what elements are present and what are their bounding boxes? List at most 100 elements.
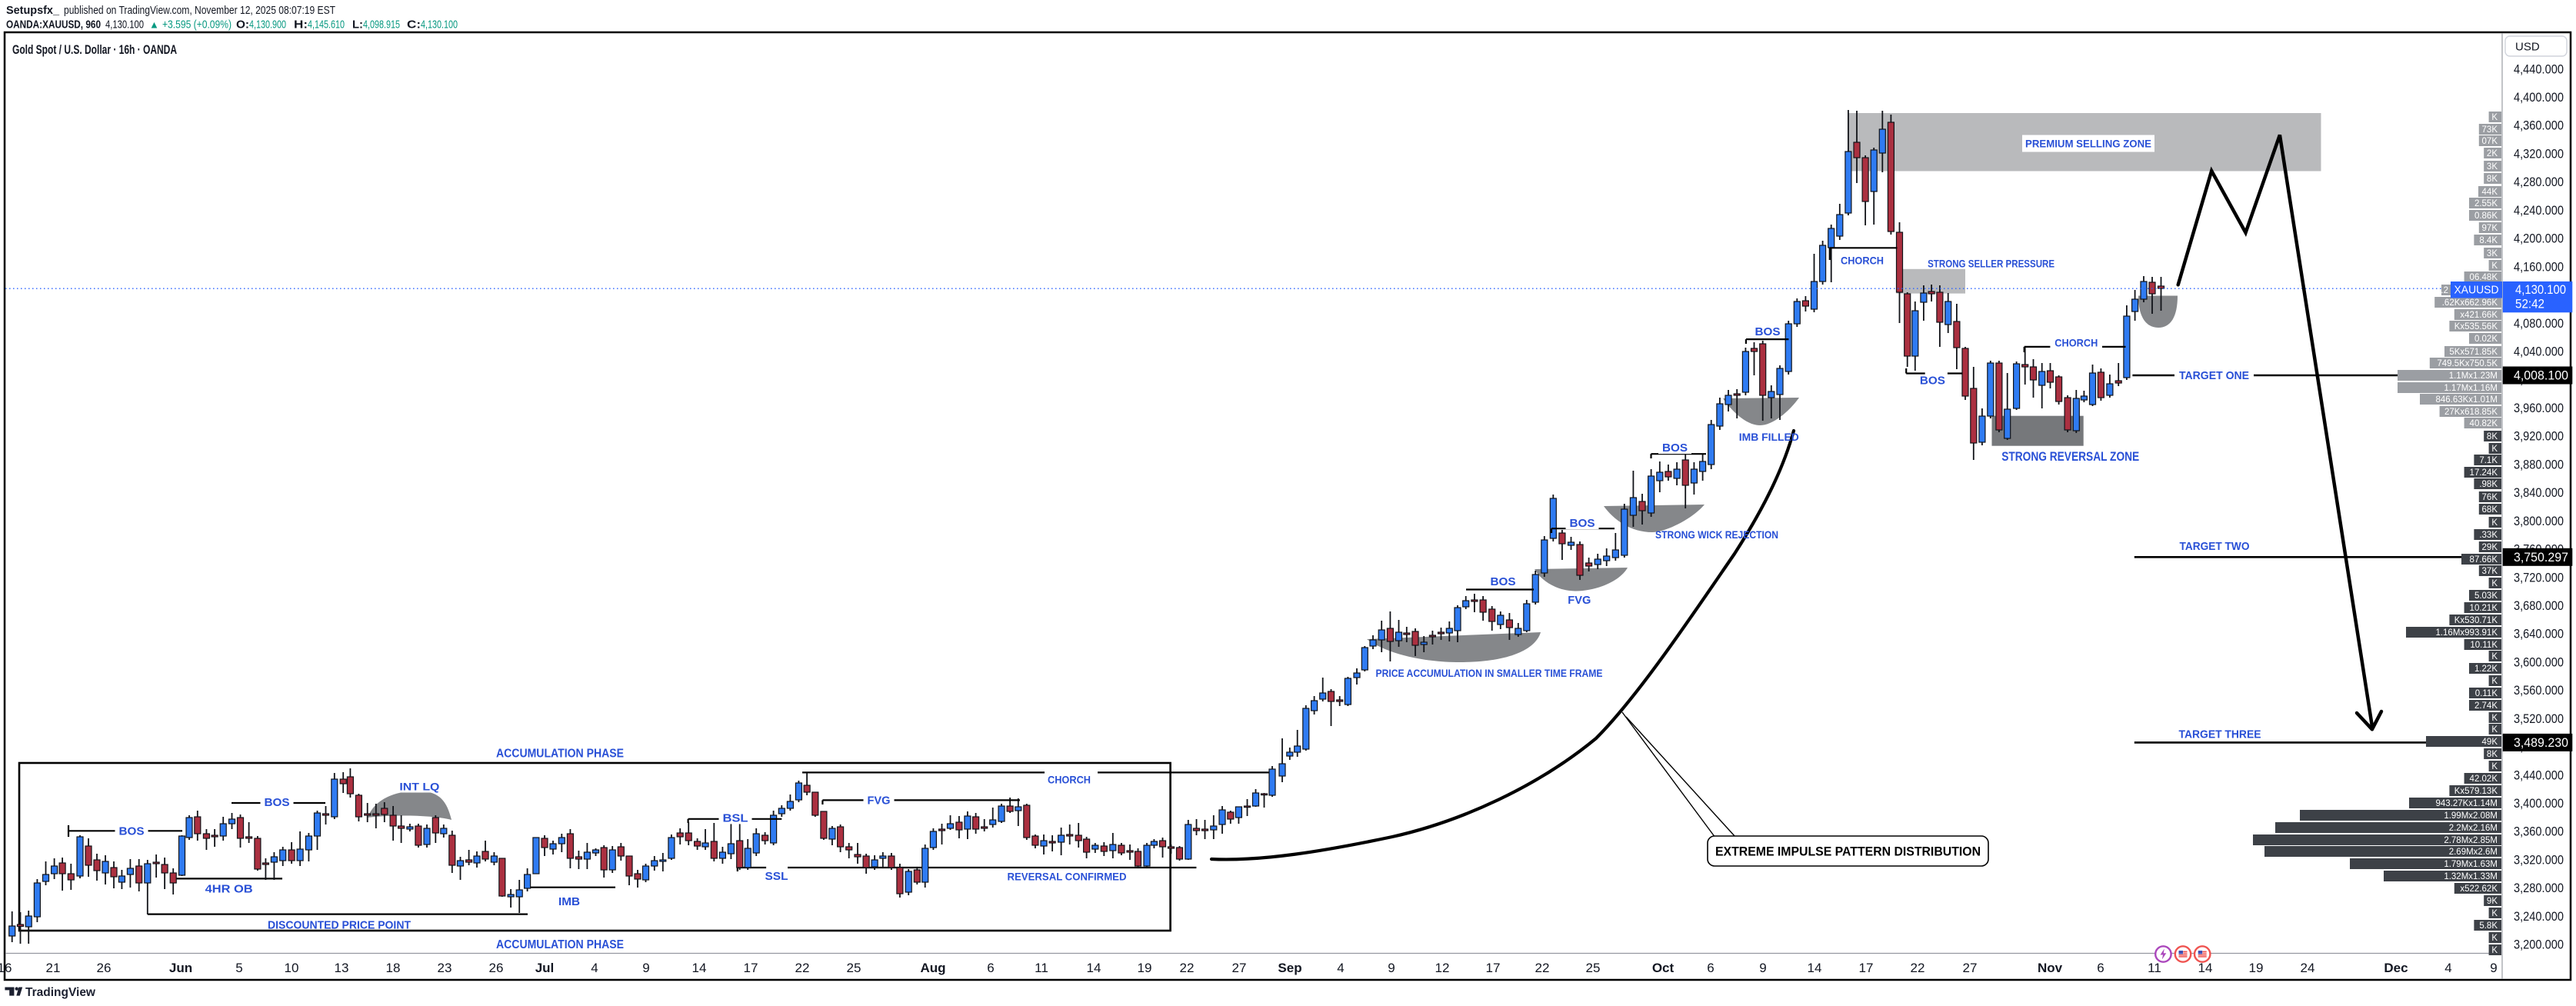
svg-text:3K: 3K — [2487, 162, 2498, 172]
svg-text:H:: H: — [294, 18, 308, 32]
svg-text:4,400.000: 4,400.000 — [2514, 91, 2564, 105]
svg-text:Kx579.13K: Kx579.13K — [2454, 787, 2498, 796]
svg-text:Kx530.71K: Kx530.71K — [2454, 616, 2498, 625]
svg-text:x421.66K: x421.66K — [2460, 311, 2498, 320]
svg-text:4,130.100: 4,130.100 — [2515, 283, 2566, 297]
svg-text:0.86K: 0.86K — [2474, 212, 2498, 221]
svg-text:K: K — [2491, 762, 2498, 771]
svg-text:27: 27 — [1963, 961, 1978, 975]
svg-text:18: 18 — [386, 961, 401, 975]
svg-text:3,680.000: 3,680.000 — [2514, 599, 2564, 613]
svg-text:.62Kx662.96K: .62Kx662.96K — [2442, 298, 2498, 308]
svg-text:x522.62K: x522.62K — [2460, 884, 2498, 894]
svg-text:4,040.000: 4,040.000 — [2514, 345, 2564, 359]
svg-text:3,360.000: 3,360.000 — [2514, 825, 2564, 839]
svg-text:7.1K: 7.1K — [2479, 456, 2498, 465]
svg-text:26: 26 — [97, 961, 112, 975]
svg-text:K: K — [2491, 445, 2498, 454]
svg-text:O:: O: — [236, 18, 249, 32]
svg-text:K: K — [2491, 714, 2498, 723]
svg-text:9: 9 — [1759, 961, 1766, 975]
svg-text:Gold Spot / U.S. Dollar · 16h: Gold Spot / U.S. Dollar · 16h · OANDA — [12, 43, 177, 57]
svg-text:▲: ▲ — [149, 19, 159, 31]
svg-text:10.21K: 10.21K — [2470, 604, 2498, 613]
svg-text:CHORCH: CHORCH — [1841, 255, 1884, 267]
svg-text:2.78Mx2.85M: 2.78Mx2.85M — [2444, 836, 2498, 845]
svg-text:USD: USD — [2515, 41, 2540, 54]
svg-text:3,320.000: 3,320.000 — [2514, 854, 2564, 868]
svg-text:5: 5 — [235, 961, 242, 975]
svg-text:24: 24 — [2301, 961, 2315, 975]
svg-text:87.66K: 87.66K — [2470, 555, 2498, 565]
svg-text:8.4K: 8.4K — [2479, 236, 2498, 245]
svg-text:BOS: BOS — [119, 825, 145, 838]
svg-text:4,130.900: 4,130.900 — [249, 18, 286, 32]
svg-text:3,489.230: 3,489.230 — [2514, 736, 2568, 750]
svg-text:K: K — [2491, 677, 2498, 686]
svg-text:4,240.000: 4,240.000 — [2514, 204, 2564, 218]
svg-text:BOS: BOS — [1755, 325, 1781, 338]
svg-text:9: 9 — [2490, 961, 2497, 975]
svg-text:9: 9 — [1388, 961, 1395, 975]
svg-text:3K: 3K — [2487, 249, 2498, 258]
svg-text:5Kx571.85K: 5Kx571.85K — [2449, 348, 2498, 357]
svg-text:29K: 29K — [2482, 543, 2498, 552]
svg-text:17: 17 — [1859, 961, 1874, 975]
svg-text:37K: 37K — [2482, 567, 2498, 576]
svg-text:TARGET ONE: TARGET ONE — [2179, 369, 2249, 382]
svg-text:52:42: 52:42 — [2515, 298, 2544, 311]
svg-text:Oct: Oct — [1652, 961, 1675, 975]
svg-text:TradingView: TradingView — [25, 986, 96, 999]
svg-text:XAUUSD: XAUUSD — [2454, 284, 2499, 297]
svg-text:8K: 8K — [2487, 750, 2498, 759]
svg-text:3,640.000: 3,640.000 — [2514, 628, 2564, 641]
svg-text:2.69Mx2.6M: 2.69Mx2.6M — [2449, 848, 2498, 857]
svg-text:Kx535.56K: Kx535.56K — [2454, 322, 2498, 331]
svg-text:943.27Kx1.14M: 943.27Kx1.14M — [2435, 799, 2498, 808]
svg-text:Setupsfx_: Setupsfx_ — [6, 4, 60, 17]
svg-text:5.8K: 5.8K — [2479, 921, 2498, 931]
svg-text:4: 4 — [2444, 961, 2451, 975]
svg-text:BOS: BOS — [1570, 517, 1595, 530]
svg-text:17: 17 — [744, 961, 758, 975]
svg-text:OANDA:XAUUSD, 960: OANDA:XAUUSD, 960 — [6, 18, 101, 32]
svg-text:0.11K: 0.11K — [2475, 689, 2498, 698]
svg-text:K: K — [2491, 909, 2498, 918]
svg-text:9: 9 — [642, 961, 649, 975]
svg-text:3,280.000: 3,280.000 — [2514, 881, 2564, 895]
svg-text:19: 19 — [1138, 961, 1152, 975]
svg-text:5.03K: 5.03K — [2474, 591, 2498, 601]
svg-text:3,200.000: 3,200.000 — [2514, 938, 2564, 952]
svg-text:13: 13 — [335, 961, 349, 975]
svg-text:42.02K: 42.02K — [2470, 774, 2498, 784]
svg-text:REVERSAL CONFIRMED: REVERSAL CONFIRMED — [1008, 870, 1127, 882]
svg-text:19: 19 — [2249, 961, 2264, 975]
svg-text:1.99Mx2.08M: 1.99Mx2.08M — [2444, 811, 2498, 821]
svg-text:2.2Mx2.16M: 2.2Mx2.16M — [2449, 824, 2498, 833]
svg-text:BOS: BOS — [1920, 375, 1945, 388]
svg-text:4,130.100: 4,130.100 — [105, 18, 144, 32]
svg-text:6: 6 — [1707, 961, 1714, 975]
svg-text:846.63Kx1.01M: 846.63Kx1.01M — [2435, 395, 2498, 405]
svg-text:1.79Mx1.63M: 1.79Mx1.63M — [2444, 860, 2498, 869]
svg-text:10: 10 — [285, 961, 299, 975]
svg-text:.98K: .98K — [2479, 480, 2498, 489]
svg-text:Aug: Aug — [920, 961, 945, 975]
svg-text:22: 22 — [1535, 961, 1550, 975]
svg-text:0.02K: 0.02K — [2474, 335, 2498, 344]
svg-text:76K: 76K — [2482, 493, 2498, 502]
svg-text:73K: 73K — [2482, 125, 2498, 135]
svg-text:K: K — [2491, 579, 2498, 588]
svg-text:4,360.000: 4,360.000 — [2514, 119, 2564, 133]
svg-text:.2: .2 — [2441, 286, 2448, 295]
svg-text:25: 25 — [1586, 961, 1601, 975]
svg-text:68K: 68K — [2482, 505, 2498, 515]
svg-text:22: 22 — [1911, 961, 1925, 975]
svg-text:8K: 8K — [2487, 175, 2498, 184]
svg-text:BOS: BOS — [1662, 441, 1688, 455]
svg-text:3,920.000: 3,920.000 — [2514, 430, 2564, 444]
svg-text:L:: L: — [352, 18, 363, 32]
svg-text:Dec: Dec — [2384, 961, 2408, 975]
svg-text:4,200.000: 4,200.000 — [2514, 232, 2564, 246]
svg-text:K: K — [2491, 946, 2498, 955]
